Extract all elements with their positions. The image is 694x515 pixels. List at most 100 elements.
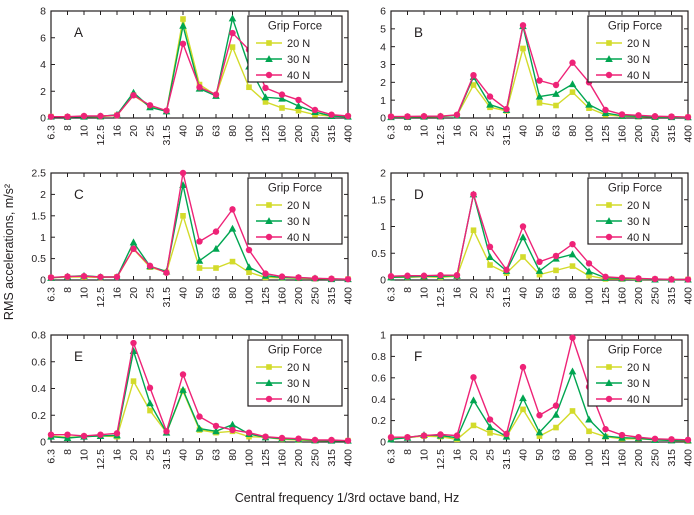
legend-entry-label: 30 N: [287, 54, 310, 66]
legend-box: [587, 177, 683, 245]
data-point: [651, 275, 659, 283]
legend-marker-triangle: [605, 55, 613, 62]
legend-title: Grip Force: [268, 21, 322, 33]
data-point: [278, 273, 286, 280]
y-tick-label: 0.5: [371, 248, 386, 260]
x-tick-label: 80: [567, 449, 579, 461]
data-point: [519, 394, 527, 402]
x-tick-label: 400: [343, 449, 354, 467]
data-point: [635, 275, 642, 282]
legend-title: Grip Force: [608, 345, 662, 357]
x-tick-label: 315: [666, 125, 678, 143]
data-point: [279, 105, 285, 111]
x-tick-label: 12.5: [435, 449, 447, 470]
data-point: [295, 96, 302, 104]
x-tick-label: 40: [518, 125, 530, 137]
legend-box: [247, 177, 343, 245]
x-tick-label: 63: [211, 287, 223, 299]
data-point: [585, 260, 593, 267]
data-point: [229, 29, 236, 37]
y-tick-label: 0.8: [371, 351, 386, 363]
legend-entry-label: 40 N: [287, 394, 310, 406]
x-tick-label: 12.5: [435, 125, 447, 146]
x-tick-label: 400: [343, 287, 354, 305]
y-tick-label: 1: [380, 95, 386, 107]
x-tick-label: 250: [650, 449, 662, 467]
legend-marker-circle: [605, 233, 613, 241]
x-tick-label: 40: [178, 125, 190, 137]
y-tick-label: 8: [40, 6, 46, 18]
subplot-e-canvas: 0 0.2 0.4 0.6 0.8 6.3 8 10 12.5 16 20 25 31.5 40 50 63 8…: [31, 330, 354, 470]
data-point: [569, 240, 576, 248]
x-tick-label: 12.5: [95, 287, 107, 308]
legend-entry-label: 20 N: [627, 200, 650, 212]
x-tick-label: 315: [326, 287, 338, 305]
data-point: [586, 105, 592, 111]
x-tick-label: 200: [293, 125, 305, 143]
data-point: [437, 271, 444, 279]
legend-marker-triangle: [265, 379, 273, 386]
subplot-d: 0 0.5 1 1.5 2 6.3 8 10 12.5 16 20 25 31.5 40 50 63 80 100…: [354, 164, 694, 326]
data-point: [569, 89, 576, 95]
x-tick-label: 125: [600, 125, 612, 143]
x-tick-label: 125: [260, 125, 272, 143]
data-point: [212, 422, 220, 430]
x-tick-label: 25: [485, 125, 497, 137]
data-point: [486, 100, 494, 108]
x-tick-label: 16: [112, 125, 124, 137]
data-point: [245, 263, 253, 271]
data-point: [229, 258, 236, 265]
x-tick-label: 315: [666, 449, 678, 467]
data-point: [618, 274, 626, 282]
x-tick-label: 200: [633, 125, 645, 143]
x-tick-label: 12.5: [95, 125, 107, 146]
legend-marker-circle: [265, 395, 273, 403]
data-point: [195, 424, 204, 432]
data-point: [64, 273, 71, 280]
x-tick-label: 6.3: [46, 125, 58, 140]
data-point: [519, 233, 527, 241]
x-tick-label: 10: [79, 287, 91, 299]
x-tick-label: 250: [310, 287, 322, 305]
data-point: [179, 385, 187, 393]
x-tick-label: 50: [194, 449, 206, 461]
legend-entry-label: 30 N: [627, 54, 650, 66]
x-tick-label: 6.3: [386, 125, 398, 140]
data-point: [246, 269, 252, 276]
x-tick-label: 20: [128, 125, 140, 137]
data-point: [569, 263, 576, 269]
x-tick-label: 160: [277, 287, 289, 305]
x-tick-label: 100: [244, 125, 256, 143]
x-tick-label: 125: [600, 449, 612, 467]
x-tick-label: 16: [112, 287, 124, 299]
legend-marker-triangle: [265, 55, 273, 62]
y-tick-label: 0.6: [371, 372, 386, 384]
subplot-letter: A: [74, 25, 83, 40]
x-tick-label: 16: [112, 449, 124, 461]
data-point: [163, 269, 170, 276]
y-tick-label: 2: [40, 189, 46, 201]
data-point: [586, 428, 592, 435]
y-tick-label: 0.6: [31, 356, 46, 368]
x-tick-label: 25: [485, 449, 497, 461]
data-point: [179, 40, 187, 47]
x-tick-label: 100: [244, 287, 256, 305]
data-point: [47, 431, 55, 438]
subplot-letter: E: [74, 349, 83, 364]
data-point: [668, 113, 675, 120]
x-tick-label: 20: [468, 287, 480, 299]
x-tick-label: 250: [650, 287, 662, 305]
data-point: [486, 243, 494, 251]
data-point: [130, 245, 137, 252]
y-tick-label: 0.4: [31, 383, 46, 395]
x-tick-label: 250: [310, 125, 322, 143]
data-point: [47, 113, 55, 120]
x-tick-label: 20: [128, 449, 140, 461]
data-point: [437, 431, 444, 438]
legend-marker-circle: [265, 233, 273, 241]
x-tick-label: 31.5: [501, 125, 513, 146]
legend-box: [587, 15, 683, 83]
data-point: [212, 244, 220, 252]
data-point: [195, 256, 204, 264]
x-tick-label: 200: [293, 449, 305, 467]
